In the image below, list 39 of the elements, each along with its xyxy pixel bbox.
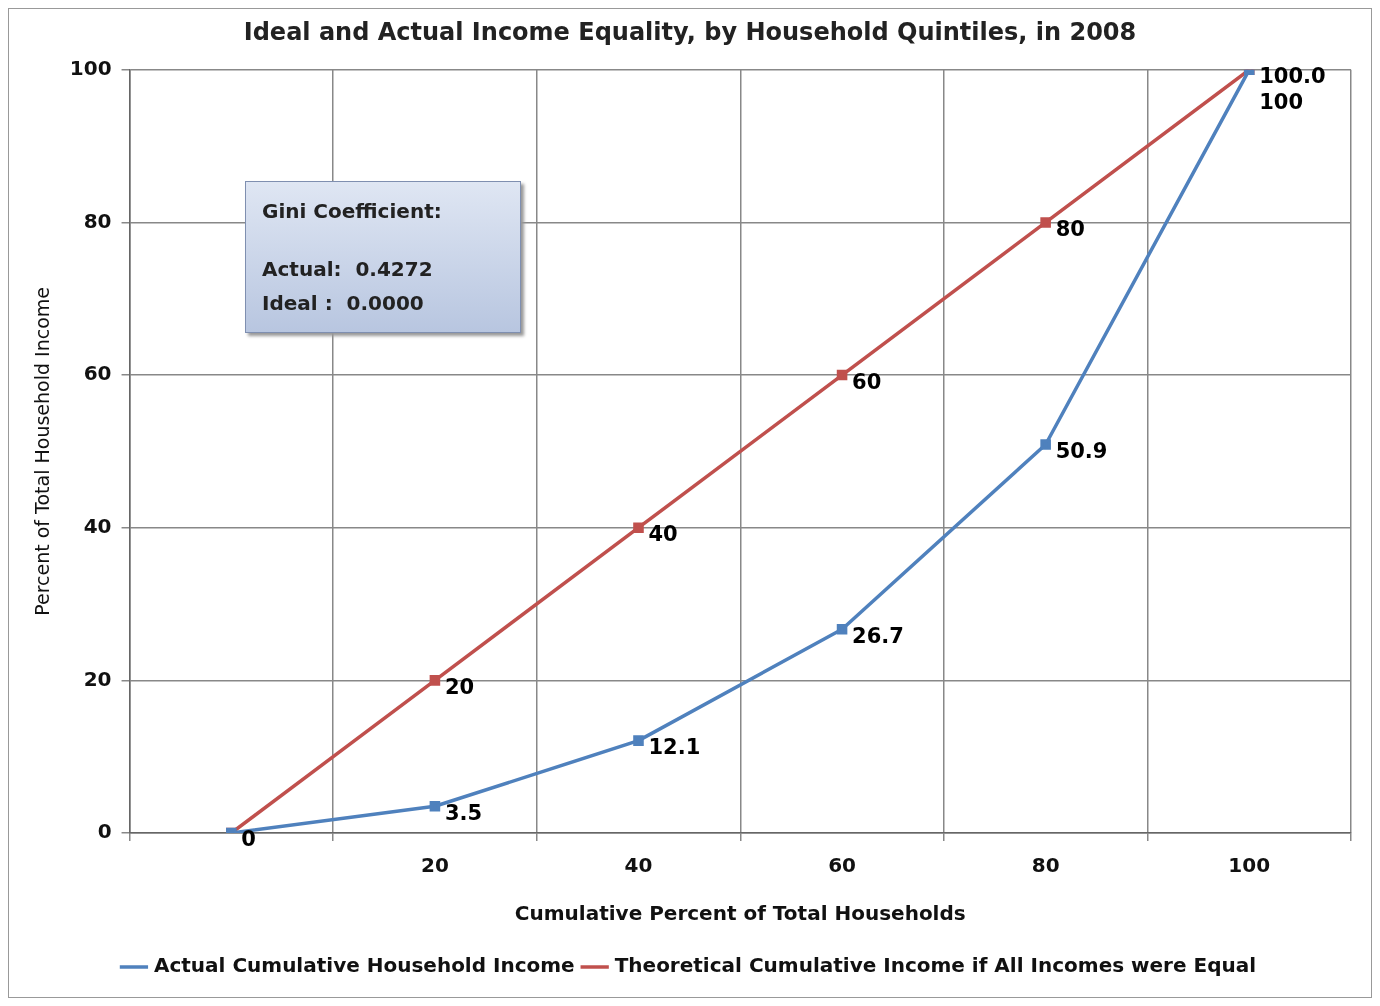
x-axis-title: Cumulative Percent of Total Households [514,901,966,926]
note-box: Gini Coefficient: Actual: 0.4272 Ideal : 0.0000 [245,181,521,333]
y-tick-label: 60 [83,361,112,386]
data-label: 100 [1259,90,1304,115]
data-label: 40 [648,522,678,547]
x-tick-label: 20 [420,853,449,878]
point [633,735,644,746]
y-tick-label: 40 [83,513,112,538]
data-label: 12.1 [648,735,701,760]
data-label: 50.9 [1055,438,1108,463]
data-label: 3.5 [444,800,483,825]
x-tick-label: 40 [624,853,653,878]
data-label: 100.0 [1259,64,1326,89]
data-label: 20 [444,674,475,699]
point [429,801,441,812]
point [429,675,441,686]
y-tick-label: 20 [83,666,112,691]
y-axis-title: Percent of Total Household Income [31,286,54,616]
x-tick-label: 80 [1031,853,1060,878]
point [1040,217,1051,228]
legend-label: Theoretical Cumulative Income if All Incomes were Equal [614,953,1257,978]
x-tick-label: 60 [828,853,856,878]
point [633,522,644,534]
data-label: 60 [852,369,882,394]
annotation: Actual: 0.4272 [262,256,434,283]
legend-label: Actual Cumulative Household Income [153,953,575,978]
data-label: 80 [1055,216,1085,241]
annotation: Gini Coefficient: [262,198,443,225]
y-tick-label: 80 [83,208,112,233]
y-tick-label: 0 [97,819,112,844]
annotation: Ideal : 0.0000 [262,290,425,317]
data-label: 26.7 [852,623,904,648]
point [836,369,848,381]
chart-title: Ideal and Actual Income Equality, by Household Quintiles, in 2008 [243,17,1137,46]
point [836,623,848,635]
y-tick-label: 100 [69,56,112,80]
x-tick-label: 100 [1228,853,1271,878]
point [1040,439,1051,450]
data-label: 0 [241,827,256,852]
